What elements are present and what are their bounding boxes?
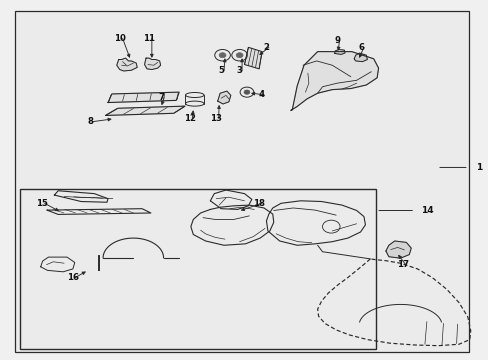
Text: 5: 5 — [218, 66, 224, 75]
Bar — [20, 189, 375, 348]
Text: 10: 10 — [114, 34, 126, 43]
Polygon shape — [244, 47, 262, 69]
Text: 13: 13 — [210, 114, 222, 123]
Circle shape — [219, 53, 225, 58]
Text: 9: 9 — [333, 36, 340, 45]
Text: 4: 4 — [258, 90, 264, 99]
Polygon shape — [41, 257, 75, 272]
Text: 18: 18 — [253, 199, 264, 208]
Polygon shape — [290, 51, 378, 111]
Polygon shape — [334, 49, 344, 54]
Polygon shape — [353, 53, 366, 62]
Text: 15: 15 — [36, 199, 48, 208]
Text: 16: 16 — [67, 273, 79, 282]
Text: 7: 7 — [158, 93, 164, 102]
Text: 14: 14 — [420, 206, 433, 215]
Circle shape — [244, 90, 249, 94]
Polygon shape — [385, 241, 410, 258]
Polygon shape — [54, 191, 108, 202]
Text: 12: 12 — [183, 114, 196, 123]
Text: 11: 11 — [143, 34, 155, 43]
Text: 1: 1 — [475, 163, 481, 172]
Polygon shape — [47, 209, 151, 215]
Text: 3: 3 — [236, 66, 242, 75]
Polygon shape — [210, 190, 251, 210]
Polygon shape — [105, 106, 184, 116]
Circle shape — [236, 53, 243, 58]
Polygon shape — [217, 91, 230, 104]
Text: 17: 17 — [396, 260, 408, 269]
Text: 6: 6 — [358, 43, 364, 52]
Polygon shape — [117, 58, 137, 71]
Text: 2: 2 — [263, 43, 269, 52]
Polygon shape — [266, 201, 365, 245]
Polygon shape — [144, 58, 160, 69]
Text: 8: 8 — [88, 117, 94, 126]
Polygon shape — [108, 92, 179, 103]
Polygon shape — [190, 205, 273, 245]
